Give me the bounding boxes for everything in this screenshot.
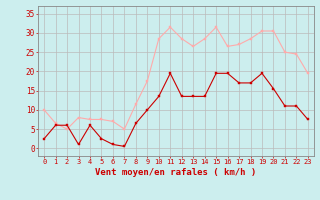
X-axis label: Vent moyen/en rafales ( km/h ): Vent moyen/en rafales ( km/h )	[95, 168, 257, 177]
